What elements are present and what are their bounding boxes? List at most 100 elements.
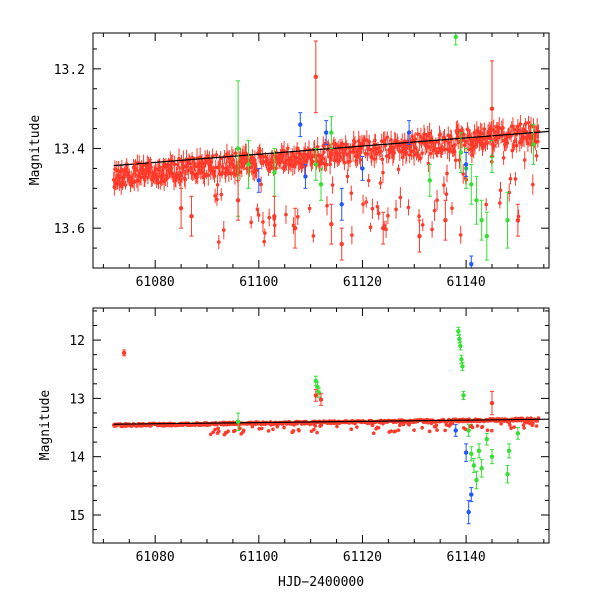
bottom-ytick-label: 12 xyxy=(69,334,85,349)
top-plot-area xyxy=(111,33,549,268)
top-red-band-point xyxy=(501,126,505,130)
top-red-band-point xyxy=(139,175,143,180)
top-red-band-point xyxy=(183,177,188,182)
top-axes: 61080 61100 61120 61140 13.2 13.4 13.6 xyxy=(54,33,549,290)
top-green-point xyxy=(272,170,277,175)
top-red-band-point xyxy=(333,142,337,147)
top-series-red xyxy=(116,40,521,261)
top-blue-point xyxy=(360,166,365,171)
bottom-red-band-point xyxy=(420,425,424,430)
top-red-band-point xyxy=(485,140,490,145)
bottom-green-point xyxy=(460,364,465,369)
top-green-point xyxy=(453,34,458,40)
top-red-band-point xyxy=(385,135,390,140)
bottom-green-point xyxy=(471,463,477,468)
bottom-red-band-point xyxy=(313,424,317,428)
top-red-point xyxy=(489,106,495,111)
top-red-band-point xyxy=(193,164,197,169)
top-red-band-point xyxy=(389,137,393,142)
top-red-band-point xyxy=(401,149,406,153)
bottom-blue-point xyxy=(466,509,471,515)
bottom-red-band-point xyxy=(266,429,271,433)
top-red-band-point xyxy=(470,153,474,157)
top-red-band-point xyxy=(311,234,316,238)
bottom-red-band-point xyxy=(396,428,401,432)
bottom-red-band-point xyxy=(509,426,513,430)
top-red-band-point xyxy=(340,141,344,146)
bottom-series-green xyxy=(235,326,521,490)
top-red-point xyxy=(116,174,122,179)
top-red-point xyxy=(178,206,184,211)
bottom-red-band-point xyxy=(470,425,475,430)
bottom-red-band-point xyxy=(208,432,213,437)
top-red-band-point xyxy=(396,167,401,172)
top-red-band-point xyxy=(212,169,216,174)
top-red-band-point xyxy=(406,205,411,210)
bottom-red-band-point xyxy=(531,421,535,426)
bottom-xtick-label: 61120 xyxy=(343,550,382,565)
top-green-point xyxy=(479,218,484,223)
top-blue-point xyxy=(339,202,344,207)
top-red-band-point xyxy=(165,176,170,180)
top-red-band-point xyxy=(422,132,427,137)
bottom-red-band-point xyxy=(527,421,532,426)
top-red-band-point xyxy=(192,172,196,176)
bottom-red-band xyxy=(111,416,541,437)
top-red-point xyxy=(147,162,153,167)
top-red-band-point xyxy=(295,215,300,219)
top-red-band-point xyxy=(328,162,332,167)
top-red-band-point xyxy=(531,182,535,187)
bottom-green-point xyxy=(459,357,464,362)
bottom-red-band-point xyxy=(393,429,398,434)
bottom-green-point xyxy=(474,477,479,483)
top-red-band-point xyxy=(445,171,449,176)
bottom-data-layer xyxy=(111,326,549,525)
top-red-band-point xyxy=(233,151,238,155)
top-red-band-point xyxy=(325,203,329,208)
top-green-point xyxy=(318,182,324,187)
top-red-band-point xyxy=(398,195,403,200)
bottom-green-point xyxy=(506,448,512,454)
top-series-blue xyxy=(256,112,474,268)
bottom-green-point xyxy=(235,419,241,424)
bottom-axes: 61080 61100 61120 61140 12 13 14 15 xyxy=(69,308,549,565)
top-blue-point xyxy=(406,130,412,135)
top-panel-frame xyxy=(92,32,550,269)
top-red-point xyxy=(329,221,334,227)
top-red-band-point xyxy=(210,154,215,158)
top-red-band-point xyxy=(509,134,513,138)
top-red-band-point xyxy=(410,134,415,139)
bottom-green-point xyxy=(469,451,474,456)
top-xtick-label: 61140 xyxy=(447,275,486,290)
top-red-band-point xyxy=(394,207,398,212)
bottom-red-band-point xyxy=(371,431,376,436)
top-red-band-point xyxy=(432,208,437,213)
top-red-band-point xyxy=(465,127,470,132)
top-red-band-point xyxy=(392,151,396,155)
top-red-band-point xyxy=(370,206,375,211)
top-red-band-point xyxy=(373,138,377,143)
bottom-green-point xyxy=(484,437,490,442)
top-red-band-point xyxy=(177,156,181,161)
top-red-band-point xyxy=(534,153,539,158)
top-data-layer xyxy=(111,33,549,268)
bottom-red-point xyxy=(313,393,319,398)
top-red-band-point xyxy=(219,192,224,197)
bottom-red-band-point xyxy=(407,423,411,427)
top-red-band-point xyxy=(221,166,225,170)
bottom-red-band-point xyxy=(211,430,216,435)
top-red-band-point xyxy=(310,154,314,159)
top-red-band-point xyxy=(221,228,226,232)
top-red-point xyxy=(339,241,344,247)
top-red-band-point xyxy=(383,138,387,142)
top-red-band-point xyxy=(322,150,326,154)
bottom-red-band-point xyxy=(217,429,221,434)
bottom-ylabel: Magnitude xyxy=(38,390,53,461)
top-red-band-point xyxy=(198,155,202,160)
top-red-band-point xyxy=(294,155,299,160)
bottom-red-band-point xyxy=(389,429,393,433)
bottom-green-point xyxy=(458,343,463,349)
top-red-band-point xyxy=(492,143,497,148)
bottom-green-point xyxy=(457,336,462,342)
top-red-band-point xyxy=(457,158,462,162)
